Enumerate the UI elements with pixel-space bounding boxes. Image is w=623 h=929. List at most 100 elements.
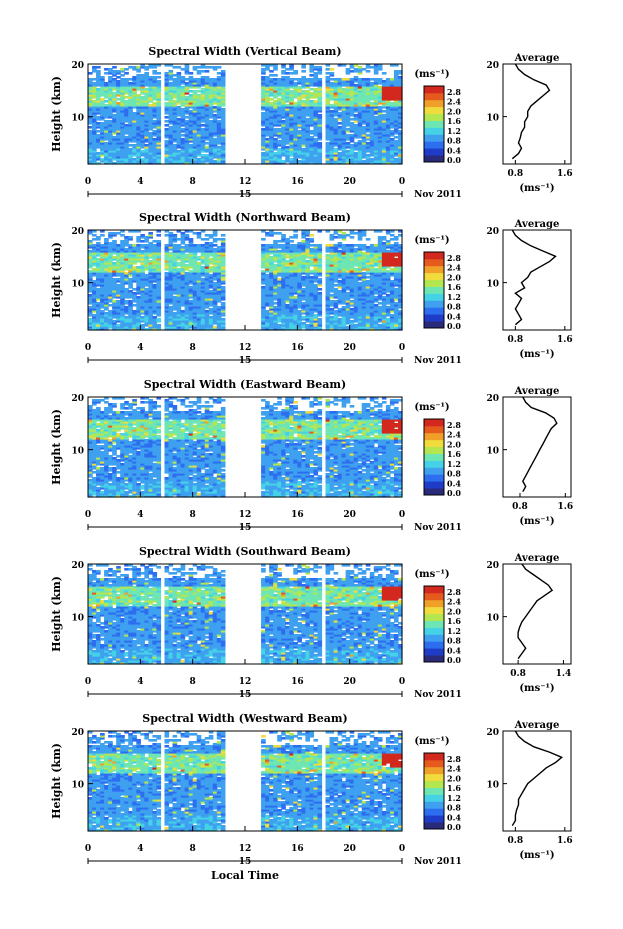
heatmap-cell	[325, 120, 331, 123]
heatmap-cell	[144, 158, 149, 161]
heatmap-cell	[152, 108, 158, 111]
heatmap-cell	[277, 240, 282, 243]
heatmap-cell	[120, 126, 125, 129]
heatmap-cell	[180, 118, 186, 121]
heatmap-cell	[92, 152, 97, 155]
heatmap-cell	[285, 116, 290, 119]
heatmap-cell	[261, 122, 266, 125]
heatmap-cell	[204, 102, 210, 105]
heatmap-cell	[172, 140, 178, 143]
heatmap-cell	[88, 140, 93, 143]
heatmap-cell	[269, 102, 274, 105]
heatmap-cell	[140, 128, 145, 131]
heatmap-cell	[216, 66, 222, 69]
heatmap-cell	[112, 118, 117, 121]
heatmap-cell	[108, 120, 113, 123]
heatmap-cell	[180, 78, 186, 81]
heatmap-cell	[333, 114, 339, 117]
heatmap-cell	[361, 68, 367, 71]
heatmap-cell	[140, 150, 145, 153]
heatmap-cell	[104, 106, 109, 109]
heatmap-cell	[140, 112, 145, 115]
heatmap-cell	[92, 136, 97, 139]
heatmap-cell	[120, 104, 125, 107]
heatmap-cell	[132, 140, 137, 143]
heatmap-cell	[208, 142, 214, 145]
heatmap-cell	[176, 114, 182, 117]
heatmap-cell	[293, 128, 298, 131]
heatmap-cell	[176, 94, 182, 97]
heatmap-cell	[188, 162, 194, 165]
heatmap-cell	[116, 150, 121, 153]
heatmap-cell	[281, 162, 286, 165]
heatmap-cell	[301, 118, 306, 121]
heatmap-cell	[96, 152, 101, 155]
heatmap-cell	[208, 114, 214, 117]
heatmap-cell	[196, 78, 202, 81]
heatmap-cell	[132, 310, 137, 313]
heatmap-cell	[120, 90, 125, 93]
heatmap-cell	[168, 64, 174, 67]
heatmap-cell	[168, 126, 174, 129]
heatmap-cell	[188, 94, 194, 97]
heatmap-cell	[180, 232, 186, 235]
heatmap-cell	[156, 160, 162, 163]
heatmap-cell	[212, 98, 218, 101]
heatmap-cell	[277, 122, 282, 125]
heatmap-cell	[192, 152, 198, 155]
heatmap-cell	[309, 146, 315, 149]
heatmap-cell	[305, 86, 311, 89]
heatmap-cell	[196, 80, 202, 83]
heatmap-cell	[329, 82, 335, 85]
heatmap-cell	[104, 138, 109, 141]
heatmap-cell	[188, 160, 194, 163]
heatmap-cell	[108, 150, 113, 153]
heatmap-cell	[317, 108, 323, 111]
heatmap-cell	[188, 116, 194, 119]
heatmap-cell	[269, 70, 274, 73]
heatmap-cell	[277, 324, 282, 327]
profile-x-tick-label: 1.6	[557, 169, 573, 179]
heatmap-cell	[285, 140, 290, 143]
heatmap-cell	[216, 100, 222, 103]
heatmap-cell	[273, 140, 278, 143]
heatmap-cell	[285, 132, 290, 135]
heatmap-cell	[132, 100, 137, 103]
heatmap-cell	[313, 82, 319, 85]
colorbar-swatch	[424, 148, 444, 156]
heatmap-cell	[265, 108, 270, 111]
heatmap-cell	[281, 110, 286, 113]
heatmap-cell	[128, 132, 133, 135]
heatmap-cell	[208, 316, 214, 319]
heatmap-cell	[305, 324, 311, 327]
heatmap-cell	[297, 160, 302, 163]
heatmap-cell	[281, 82, 286, 85]
heatmap-cell	[309, 104, 315, 107]
heatmap-cell	[128, 110, 133, 113]
heatmap-cell	[329, 156, 335, 159]
heatmap-cell	[285, 150, 290, 153]
heatmap-cell	[333, 148, 339, 151]
heatmap-cell	[333, 126, 339, 129]
heatmap-cell	[148, 106, 154, 109]
heatmap-cell	[108, 310, 113, 313]
heatmap-cell	[104, 146, 109, 149]
heatmap-cell	[104, 110, 109, 113]
heatmap-cell	[192, 84, 198, 87]
heatmap-cell	[180, 142, 186, 145]
heatmap-cell	[88, 126, 93, 129]
heatmap-cell	[136, 132, 141, 135]
heatmap-cell	[220, 238, 226, 241]
heatmap-cell	[216, 124, 222, 127]
heatmap-cell	[120, 80, 125, 83]
heatmap-cell	[140, 250, 145, 253]
heatmap-cell	[96, 108, 101, 111]
heatmap-cell	[281, 96, 286, 99]
heatmap-cell	[188, 126, 194, 129]
heatmap-cell	[281, 152, 286, 155]
heatmap-cell	[116, 284, 121, 287]
heatmap-cell	[184, 244, 190, 247]
heatmap-cell	[136, 66, 141, 69]
heatmap-cell	[136, 118, 141, 121]
heatmap-cell	[305, 238, 311, 241]
